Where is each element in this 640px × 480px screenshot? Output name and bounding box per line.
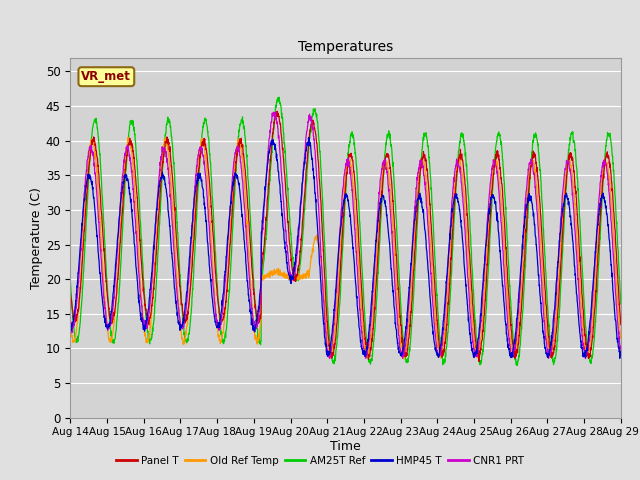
Old Ref Temp [125,135,133,141]
CNR1 PRT [362,355,369,360]
CNR1 PRT [617,346,625,352]
Panel T [220,314,228,320]
AM25T Ref [220,337,228,343]
Panel T [617,322,625,327]
HMP45 T [506,351,513,357]
HMP45 T [220,286,228,291]
Panel T [569,156,577,161]
Old Ref Temp [584,353,592,359]
Panel T [273,108,281,114]
CNR1 PRT [584,348,592,353]
HMP45 T [305,135,312,141]
Old Ref Temp [362,349,369,355]
AM25T Ref [506,284,513,289]
Old Ref Temp [506,332,514,338]
Panel T [362,342,369,348]
CNR1 PRT [374,214,381,220]
AM25T Ref [275,95,283,100]
Y-axis label: Temperature (C): Temperature (C) [30,187,43,288]
HMP45 T [374,221,381,227]
Line: Old Ref Temp: Old Ref Temp [70,138,621,359]
Old Ref Temp [617,334,625,339]
Old Ref Temp [67,323,74,328]
Panel T [584,352,592,358]
AM25T Ref [584,350,592,356]
HMP45 T [67,326,74,332]
Text: VR_met: VR_met [81,70,131,83]
AM25T Ref [374,277,381,283]
AM25T Ref [513,363,521,369]
HMP45 T [584,342,591,348]
Panel T [506,310,514,316]
CNR1 PRT [270,109,278,115]
Line: HMP45 T: HMP45 T [70,138,621,359]
Old Ref Temp [374,236,381,241]
AM25T Ref [67,279,74,285]
AM25T Ref [617,301,625,307]
Panel T [374,257,381,263]
HMP45 T [362,353,369,359]
Panel T [67,290,74,296]
CNR1 PRT [582,356,589,361]
CNR1 PRT [506,342,513,348]
Line: AM25T Ref: AM25T Ref [70,97,621,366]
Panel T [476,359,483,364]
CNR1 PRT [220,293,228,299]
Old Ref Temp [400,356,408,362]
Line: CNR1 PRT: CNR1 PRT [70,112,621,359]
AM25T Ref [362,327,369,333]
CNR1 PRT [568,192,576,198]
HMP45 T [568,232,576,238]
Line: Panel T: Panel T [70,111,621,361]
HMP45 T [616,356,623,361]
Legend: Panel T, Old Ref Temp, AM25T Ref, HMP45 T, CNR1 PRT: Panel T, Old Ref Temp, AM25T Ref, HMP45 … [111,452,529,470]
Old Ref Temp [220,322,228,327]
Old Ref Temp [569,179,577,184]
CNR1 PRT [67,320,74,325]
Title: Temperatures: Temperatures [298,40,393,54]
HMP45 T [617,348,625,354]
AM25T Ref [569,130,577,136]
X-axis label: Time: Time [330,440,361,453]
